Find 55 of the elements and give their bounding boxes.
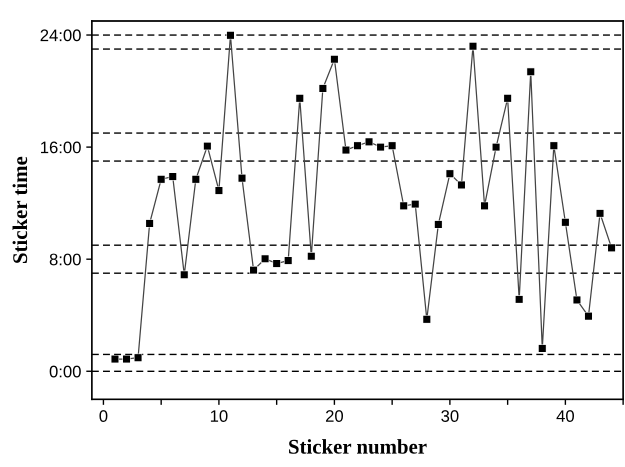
point: [561, 218, 570, 226]
point: [526, 68, 535, 76]
point: [110, 354, 120, 364]
point: [192, 175, 200, 184]
point: [122, 354, 131, 364]
point: [572, 296, 582, 304]
y-tick-label: 16:00: [41, 142, 81, 154]
point: [550, 142, 558, 150]
point: [400, 202, 408, 210]
y-axis-title: Sticker time: [12, 156, 28, 263]
point: [388, 142, 396, 150]
point: [468, 42, 478, 50]
point: [515, 295, 524, 304]
x-axis-title: Sticker number: [289, 439, 427, 454]
point: [376, 143, 385, 152]
point: [180, 270, 188, 279]
point: [480, 202, 489, 210]
point: [492, 143, 500, 152]
point: [168, 172, 177, 181]
x-tick-label: 30: [441, 410, 459, 422]
point: [584, 312, 593, 320]
point: [457, 180, 466, 190]
point: [261, 254, 270, 263]
point: [353, 142, 362, 150]
point: [307, 252, 316, 260]
y-tick-label: 8:00: [50, 254, 81, 266]
point: [284, 256, 292, 265]
point: [157, 175, 166, 184]
x-tick-label: 20: [326, 410, 344, 422]
x-tick-label: 10: [210, 410, 228, 422]
point: [146, 219, 154, 228]
point: [504, 94, 512, 102]
point: [364, 138, 374, 146]
point: [434, 220, 442, 229]
point: [318, 84, 327, 93]
point: [422, 315, 431, 324]
point: [446, 170, 454, 178]
y-tick-label: 24:00: [40, 29, 81, 42]
point: [330, 55, 338, 64]
y-tick-label: 0:00: [50, 366, 81, 378]
x-tick-label: 0: [99, 410, 108, 422]
point: [538, 344, 546, 353]
point: [134, 354, 142, 362]
point: [226, 31, 235, 40]
point: [249, 266, 258, 274]
point: [596, 209, 604, 218]
point: [238, 174, 246, 182]
point: [272, 259, 281, 268]
point: [411, 200, 420, 208]
point: [296, 94, 304, 102]
point: [203, 142, 212, 150]
point: [342, 146, 350, 154]
x-tick-label: 40: [556, 410, 574, 422]
point: [607, 244, 616, 252]
point: [214, 186, 224, 195]
